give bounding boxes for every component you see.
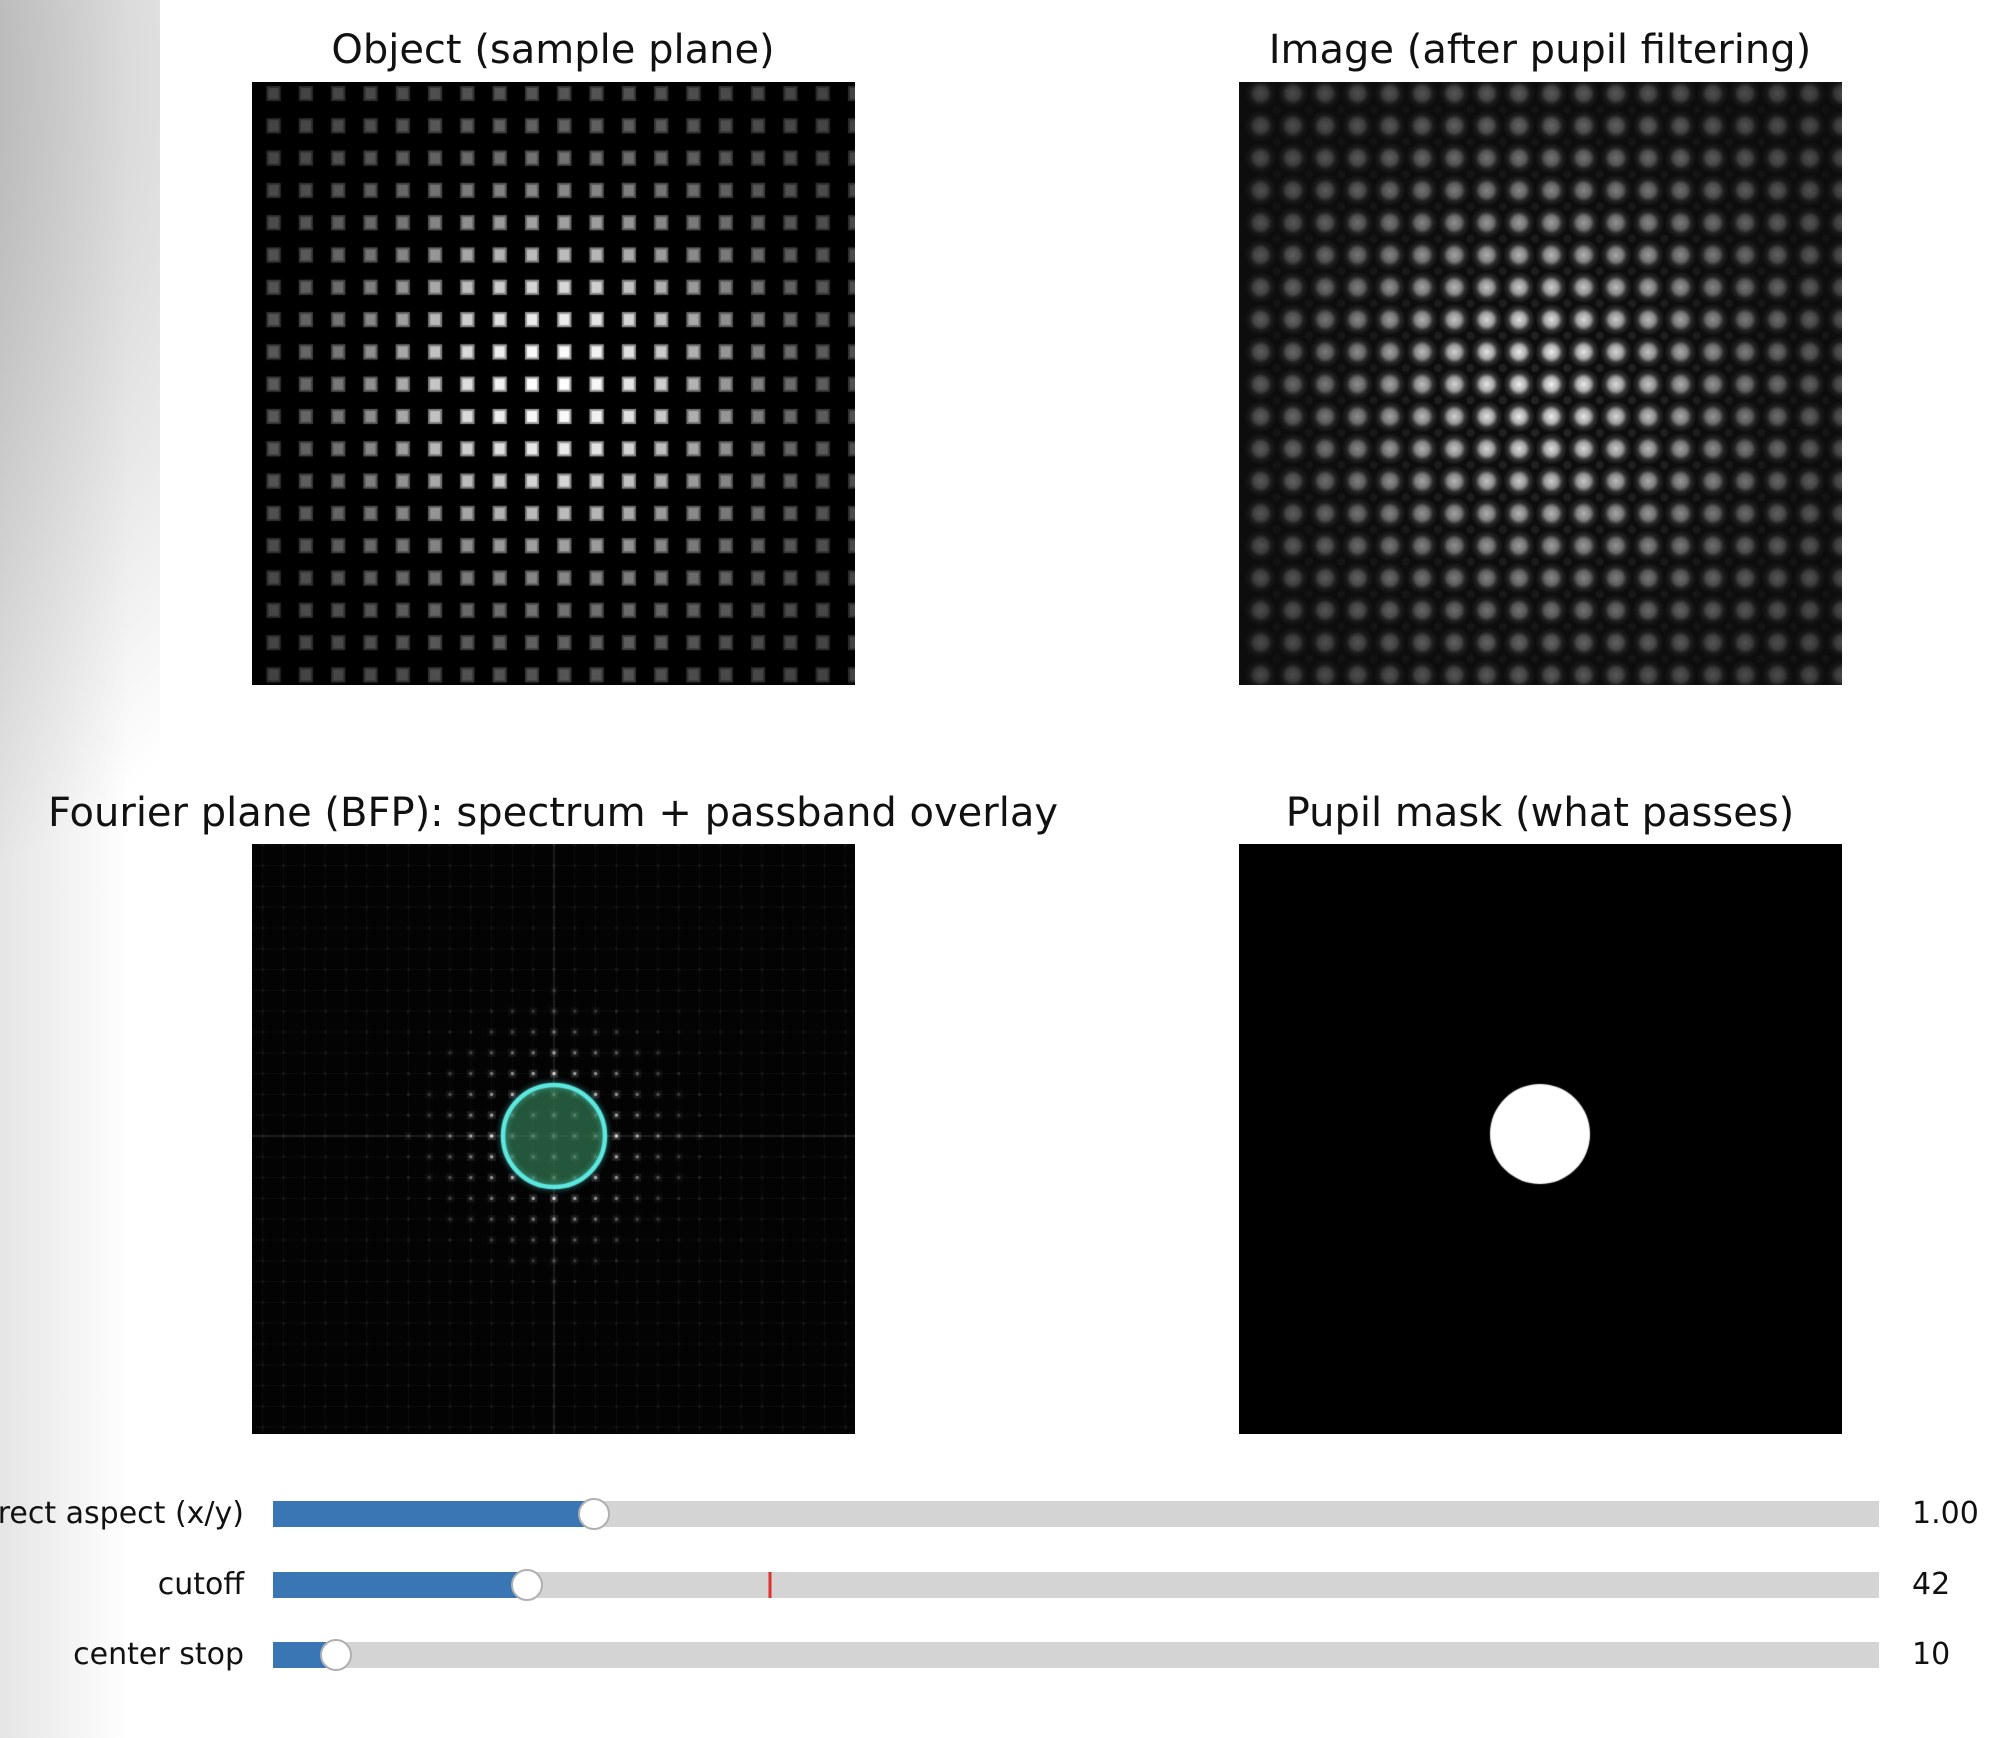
object-panel-image	[252, 82, 855, 685]
cutoff-slider-init-marker	[768, 1572, 772, 1598]
object-panel-title: Object (sample plane)	[331, 27, 775, 73]
center-stop-slider-track[interactable]	[273, 1639, 1879, 1671]
cutoff-slider-track[interactable]	[273, 1569, 1879, 1601]
rect-aspect-slider-track[interactable]	[273, 1498, 1879, 1530]
cutoff-slider-label: cutoff	[157, 1567, 244, 1602]
fourier-panel-title: Fourier plane (BFP): spectrum + passband…	[47, 790, 1059, 836]
fourier-panel-image	[252, 844, 855, 1434]
center-stop-slider-value: 10	[1912, 1637, 1951, 1672]
image-panel-title: Image (after pupil filtering)	[1268, 27, 1812, 73]
rect-aspect-slider-value: 1.00	[1912, 1496, 1979, 1531]
pupil-panel-title: Pupil mask (what passes)	[1285, 790, 1795, 836]
left-edge-shadow	[0, 0, 160, 1738]
cutoff-slider-handle[interactable]	[510, 1569, 543, 1601]
center-stop-slider-handle[interactable]	[319, 1639, 352, 1671]
cutoff-slider-value: 42	[1912, 1567, 1951, 1602]
rect-aspect-slider-label: rect aspect (x/y)	[0, 1496, 244, 1531]
image-panel-image	[1239, 82, 1842, 685]
center-stop-slider-label: center stop	[73, 1637, 244, 1672]
pupil-panel-image	[1239, 844, 1842, 1434]
cutoff-slider-fill	[273, 1572, 527, 1598]
rect-aspect-slider-fill	[273, 1501, 595, 1527]
rect-aspect-slider-handle[interactable]	[578, 1498, 611, 1530]
